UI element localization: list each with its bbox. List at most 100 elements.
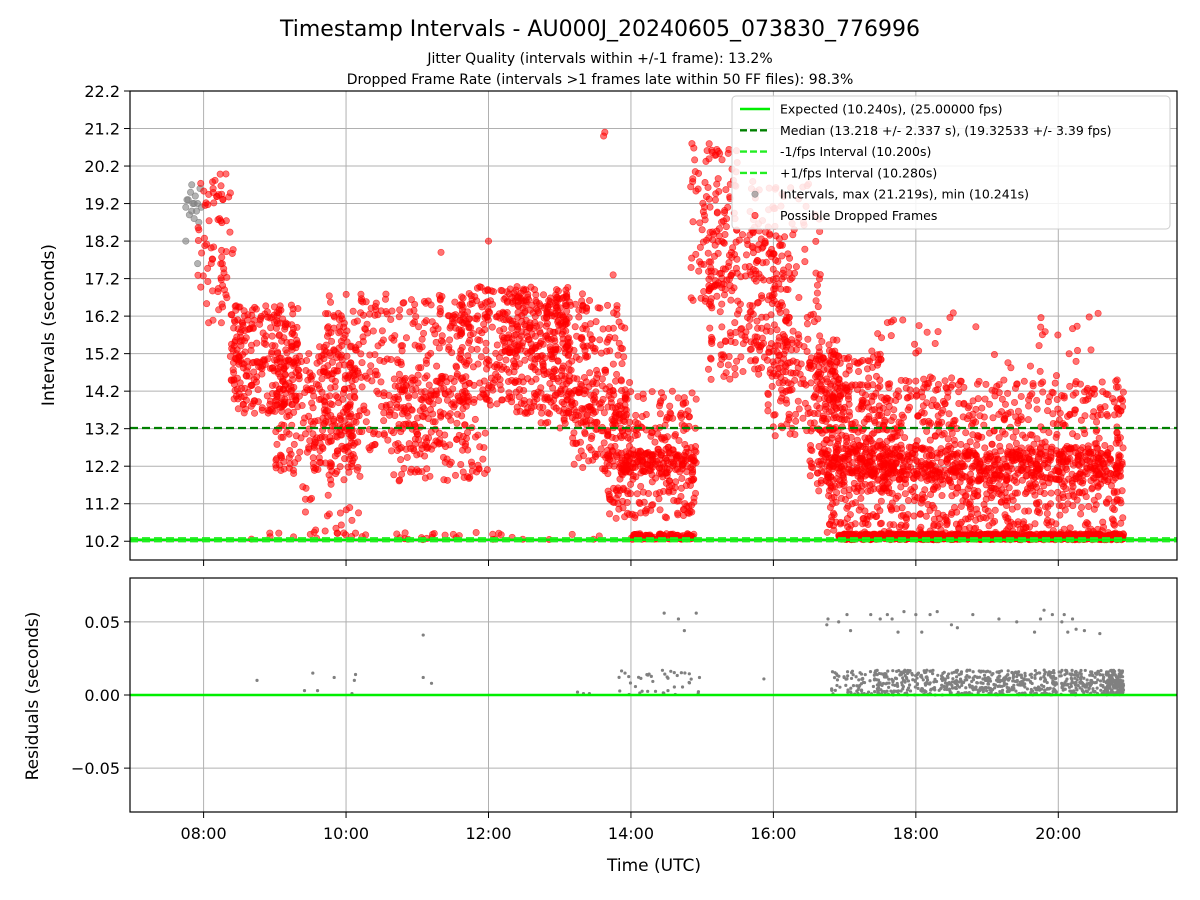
dropped-frame-point xyxy=(945,410,953,418)
dropped-frame-point xyxy=(461,311,469,319)
dropped-frame-point xyxy=(840,481,848,489)
dropped-frame-point xyxy=(824,415,832,423)
dropped-frame-point xyxy=(238,336,246,344)
dropped-frame-point xyxy=(1028,390,1036,398)
dropped-frame-point xyxy=(568,357,576,365)
dropped-frame-point xyxy=(769,423,777,431)
dropped-frame-point xyxy=(421,388,429,396)
dropped-frame-point xyxy=(547,351,555,359)
dropped-frame-point xyxy=(356,472,364,480)
dropped-frame-point xyxy=(764,407,772,415)
dropped-frame-point xyxy=(1005,443,1013,451)
dropped-frame-point xyxy=(601,366,609,374)
dropped-frame-point xyxy=(679,399,687,407)
dropped-frame-point xyxy=(978,404,986,412)
dropped-frame-point xyxy=(814,303,822,311)
dropped-frame-point xyxy=(376,356,384,364)
dropped-frame-point xyxy=(334,393,342,401)
dropped-frame-point xyxy=(337,353,345,361)
dropped-frame-point xyxy=(285,412,293,420)
dropped-frame-point xyxy=(943,384,951,392)
dropped-frame-point xyxy=(897,512,905,520)
dropped-frame-point xyxy=(818,338,826,346)
dropped-frame-point xyxy=(405,394,413,402)
dropped-frame-point xyxy=(1020,377,1028,385)
dropped-frame-point xyxy=(617,410,625,418)
dropped-frame-point xyxy=(493,341,501,349)
dropped-frame-point xyxy=(969,410,977,418)
dropped-frame-point xyxy=(1009,433,1017,441)
dropped-frame-point xyxy=(966,438,974,446)
dropped-frame-point xyxy=(857,494,865,502)
dropped-frame-point xyxy=(680,451,688,459)
dropped-frame-point xyxy=(782,346,790,354)
dropped-frame-point xyxy=(926,436,934,444)
dropped-frame-point xyxy=(406,308,414,316)
dropped-frame-point xyxy=(687,476,695,484)
dropped-frame-point xyxy=(211,176,219,184)
dropped-frame-point xyxy=(789,327,797,335)
dropped-frame-point xyxy=(899,462,907,470)
dropped-frame-point xyxy=(847,466,855,474)
dropped-frame-point xyxy=(956,467,964,475)
dropped-frame-point xyxy=(397,428,405,436)
dropped-frame-point xyxy=(549,373,557,381)
dropped-frame-point xyxy=(680,506,688,514)
dropped-frame-point xyxy=(681,500,689,508)
dropped-frame-point xyxy=(912,377,920,385)
dropped-frame-point xyxy=(619,486,627,494)
dropped-frame-point xyxy=(308,399,316,407)
dropped-frame-point xyxy=(806,409,814,417)
dropped-frame-point xyxy=(877,497,885,505)
dropped-frame-point xyxy=(680,459,688,467)
dropped-frame-point xyxy=(333,447,341,455)
dropped-frame-point xyxy=(929,466,937,474)
dropped-frame-point xyxy=(496,361,504,369)
dropped-frame-point xyxy=(783,399,791,407)
dropped-frame-point xyxy=(838,415,846,423)
dropped-frame-point xyxy=(395,421,403,429)
dropped-frame-point xyxy=(1058,392,1066,400)
dropped-frame-point xyxy=(1100,523,1108,531)
dropped-frame-point xyxy=(226,228,234,236)
dropped-frame-point xyxy=(609,360,617,368)
dropped-frame-point xyxy=(731,371,739,379)
dropped-frame-point xyxy=(581,428,589,436)
dropped-frame-point xyxy=(291,360,299,368)
dropped-frame-point xyxy=(579,325,587,333)
dropped-frame-point xyxy=(537,352,545,360)
dropped-frame-point xyxy=(236,379,244,387)
dropped-frame-point xyxy=(531,319,539,327)
dropped-frame-point xyxy=(1114,383,1122,391)
dropped-frame-point xyxy=(411,468,419,476)
dropped-frame-point xyxy=(907,463,915,471)
dropped-frame-point xyxy=(691,156,699,164)
dropped-frame-point xyxy=(500,325,508,333)
dropped-frame-point xyxy=(981,395,989,403)
dropped-frame-point xyxy=(1033,500,1041,508)
dropped-frame-point xyxy=(1075,450,1083,458)
dropped-frame-point xyxy=(443,396,451,404)
dropped-frame-point xyxy=(688,470,696,478)
dropped-frame-point xyxy=(1103,451,1111,459)
dropped-frame-point xyxy=(815,487,823,495)
dropped-frame-point xyxy=(448,400,456,408)
dropped-frame-point xyxy=(390,471,398,479)
dropped-frame-point xyxy=(600,409,608,417)
dropped-frame-point xyxy=(540,371,548,379)
dropped-frame-point xyxy=(340,385,348,393)
dropped-frame-point xyxy=(868,480,876,488)
dropped-frame-point xyxy=(569,434,577,442)
dropped-frame-point xyxy=(611,442,619,450)
dropped-frame-point xyxy=(305,350,313,358)
dropped-frame-point xyxy=(789,231,797,239)
dropped-frame-point xyxy=(215,306,223,314)
dropped-frame-point xyxy=(859,356,867,364)
interval-point xyxy=(192,207,200,215)
dropped-frame-point xyxy=(414,371,422,379)
dropped-frame-point xyxy=(638,456,646,464)
dropped-frame-point xyxy=(904,496,912,504)
dropped-frame-point xyxy=(576,438,584,446)
dropped-frame-point xyxy=(552,302,560,310)
dropped-frame-point xyxy=(240,393,248,401)
